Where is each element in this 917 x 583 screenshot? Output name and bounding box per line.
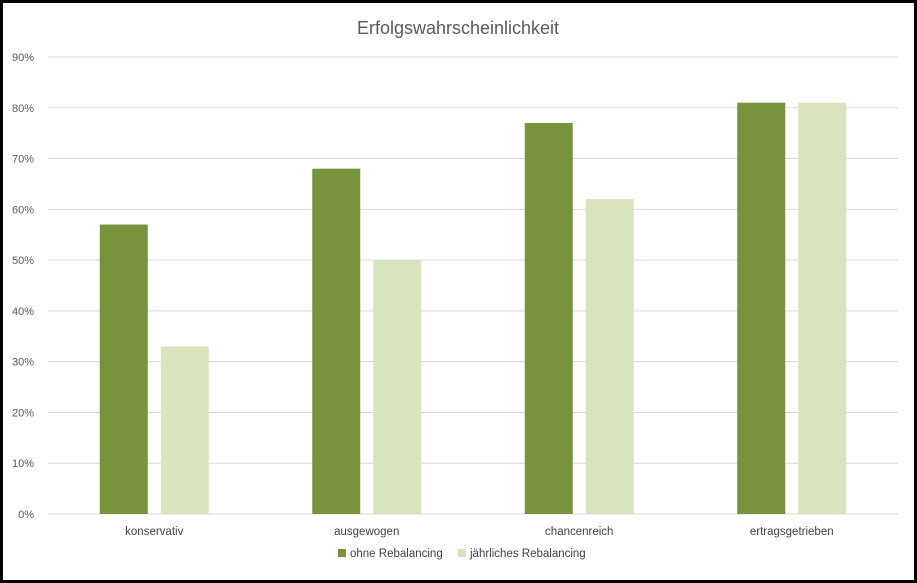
bar (373, 260, 422, 514)
bars (99, 102, 847, 515)
y-tick-label: 10% (12, 458, 34, 470)
y-tick-label: 80% (12, 103, 34, 115)
legend-label: jährliches Rebalancing (469, 548, 586, 560)
y-tick-label: 20% (12, 407, 34, 419)
legend: ohne Rebalancing jährliches Rebalancing (338, 548, 586, 560)
legend-swatch (338, 549, 346, 557)
y-tick-label: 30% (12, 357, 34, 369)
y-tick-label: 40% (12, 306, 34, 318)
bar (160, 346, 209, 514)
x-category-label: ausgewogen (334, 526, 399, 538)
bar (99, 224, 148, 515)
bar (737, 102, 786, 514)
x-category-label: konservativ (125, 526, 183, 538)
y-tick-label: 70% (12, 154, 34, 166)
y-tick-label: 60% (12, 204, 34, 216)
legend-swatch (458, 549, 466, 557)
bar (798, 102, 847, 514)
x-axis-labels: konservativ ausgewogen chancenreich ertrags… (125, 526, 833, 538)
x-category-label: ertragsgetrieben (750, 526, 834, 538)
x-category-label: chancenreich (545, 526, 613, 538)
chart-title: Erfolgswahrscheinlichkeit (357, 18, 559, 38)
legend-label: ohne Rebalancing (350, 548, 443, 560)
y-axis-labels: 0% 10% 20% 30% 40% 50% 60% 70% 80% 90% (12, 52, 34, 521)
y-tick-label: 50% (12, 255, 34, 267)
bar (524, 123, 573, 514)
bar (585, 199, 634, 514)
y-tick-label: 0% (18, 509, 34, 521)
bar (312, 168, 361, 514)
y-tick-label: 90% (12, 52, 34, 64)
